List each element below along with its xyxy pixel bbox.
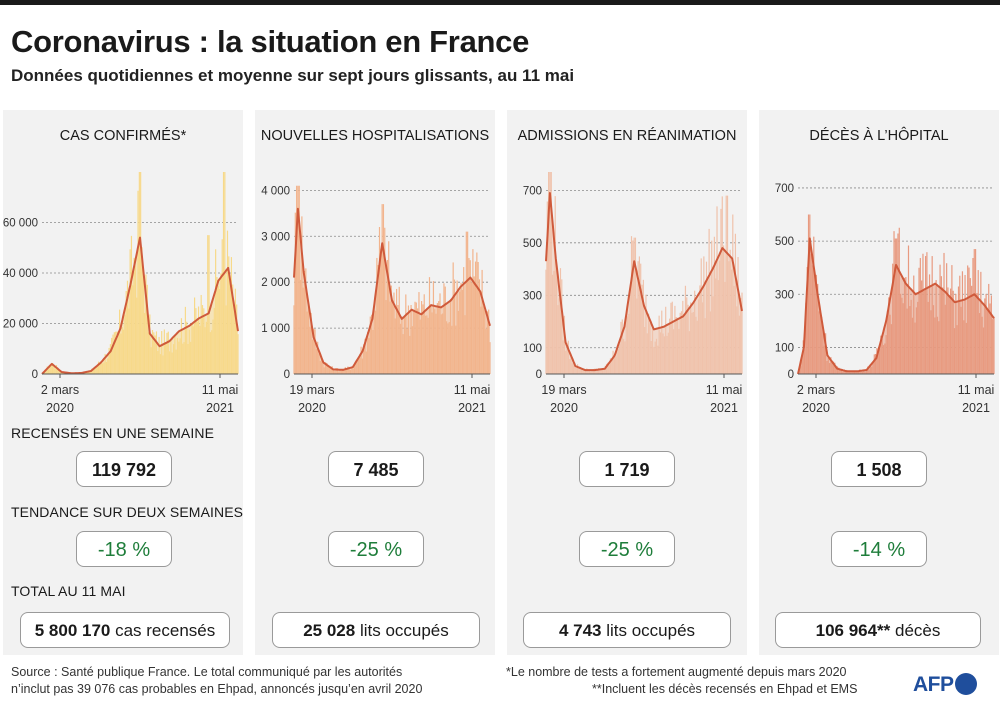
x-tick-label-reanimation-0-line2: 2020 [550, 401, 578, 415]
y-tick-label-deaths-4: 700 [775, 183, 794, 195]
total-unit-cases: cas recensés [110, 621, 216, 640]
trend-value-deaths: -14 % [852, 539, 906, 561]
total-unit-deaths: décès [890, 621, 941, 640]
chart-cases: 0 20 000 40 000 60 000 2 mars 2020 11 mai 2021 [3, 172, 239, 415]
series-line-deaths [797, 237, 995, 375]
series-line-reanimation [545, 192, 743, 372]
weekly-box-hospitalisations: 7 485 [328, 451, 424, 487]
area-fill-hospitalisations [294, 208, 490, 374]
x-tick-label-deaths-0-line2: 2020 [802, 401, 830, 415]
total-unit-hospitalisations: lits occupés [355, 621, 449, 640]
label-trend: TENDANCE SUR DEUX SEMAINES [11, 504, 244, 520]
weekly-box-deaths: 1 508 [831, 451, 927, 487]
y-tick-label-reanimation-4: 700 [523, 185, 542, 197]
x-tick-label-deaths-1-line1: 11 mai [958, 383, 995, 397]
chart-reanimation: 0 100 300 500 700 19 mars 2020 11 mai 2021 [523, 172, 743, 415]
panel-title-deaths: DÉCÈS À L’HÔPITAL [809, 128, 949, 144]
total-box-cases: 5 800 170 cas recensés [20, 612, 230, 648]
y-tick-label-reanimation-2: 300 [523, 290, 542, 302]
footnotes: *Le nombre de tests a fortement augmenté… [506, 664, 857, 698]
x-tick-label-reanimation-1-line2: 2021 [710, 401, 738, 415]
weekly-box-cases: 119 792 [76, 451, 172, 487]
x-tick-label-reanimation-0-line1: 19 mars [541, 383, 586, 397]
y-tick-label-hospitalisations-3: 3 000 [261, 231, 290, 243]
x-tick-label-hospitalisations-0-line1: 19 mars [289, 383, 334, 397]
total-value-reanimation: 4 743 [558, 621, 602, 640]
weekly-value-reanimation: 1 719 [604, 460, 650, 480]
trend-box-cases: -18 % [76, 531, 172, 567]
trend-value-cases: -18 % [97, 539, 151, 561]
source-line-2: n’inclut pas 39 076 cas probables en Ehp… [11, 682, 423, 696]
footnote-ehpad: **Incluent les décès recensés en Ehpad e… [592, 682, 858, 696]
y-tick-label-cases-2: 40 000 [3, 268, 38, 280]
footnote-tests: *Le nombre de tests a fortement augmenté… [506, 665, 847, 679]
x-tick-label-reanimation-1-line1: 11 mai [706, 383, 743, 397]
trend-value-hospitalisations: -25 % [349, 539, 403, 561]
x-tick-label-cases-1-line2: 2021 [206, 401, 234, 415]
x-tick-label-cases-0-line2: 2020 [46, 401, 74, 415]
area-fill-cases [42, 237, 238, 374]
weekly-value-hospitalisations: 7 485 [353, 460, 399, 480]
weekly-value-deaths: 1 508 [856, 460, 902, 480]
series-line-hospitalisations [293, 207, 491, 371]
x-tick-label-hospitalisations-1-line2: 2021 [458, 401, 486, 415]
trend-box-reanimation: -25 % [579, 531, 675, 567]
afp-logo: AFP [913, 673, 977, 697]
total-value-cases: 5 800 170 [34, 621, 111, 640]
y-tick-label-deaths-3: 500 [775, 236, 794, 248]
total-unit-reanimation: lits occupés [601, 621, 696, 640]
total-value-hospitalisations: 25 028 [303, 621, 356, 640]
x-tick-label-cases-1-line1: 11 mai [202, 383, 239, 397]
panel-title-reanimation: ADMISSIONS EN RÉANIMATION [517, 128, 737, 144]
x-tick-label-cases-0-line1: 2 mars [41, 383, 79, 397]
y-tick-label-deaths-1: 100 [775, 342, 794, 354]
x-tick-label-hospitalisations-1-line1: 11 mai [454, 383, 491, 397]
label-weekly: RECENSÉS EN UNE SEMAINE [11, 425, 215, 441]
y-tick-label-deaths-2: 300 [775, 289, 794, 301]
y-tick-label-hospitalisations-2: 2 000 [261, 277, 290, 289]
y-tick-label-reanimation-3: 500 [523, 238, 542, 250]
label-total: TOTAL AU 11 MAI [11, 583, 126, 599]
weekly-value-cases: 119 792 [91, 460, 157, 480]
trend-value-reanimation: -25 % [600, 539, 654, 561]
panel-title-cases: CAS CONFIRMÉS* [59, 128, 187, 144]
total-value-deaths: 106 964** [815, 621, 891, 640]
y-tick-label-cases-0: 0 [32, 369, 38, 381]
x-tick-label-deaths-0-line1: 2 mars [797, 383, 835, 397]
trend-box-hospitalisations: -25 % [328, 531, 424, 567]
y-tick-label-deaths-0: 0 [788, 369, 794, 381]
afp-logo-dot [954, 673, 977, 695]
y-tick-label-hospitalisations-4: 4 000 [261, 185, 290, 197]
x-tick-label-hospitalisations-0-line2: 2020 [298, 401, 326, 415]
source-note: Source : Santé publique France. Le total… [11, 664, 422, 698]
panel-title-hospitalisations: NOUVELLES HOSPITALISATIONS [260, 128, 490, 144]
y-tick-label-cases-3: 60 000 [3, 218, 38, 230]
page-subtitle: Données quotidiennes et moyenne sur sept… [11, 66, 575, 85]
area-fill-reanimation [546, 193, 742, 374]
total-box-hospitalisations: 25 028 lits occupés [272, 612, 480, 648]
y-tick-label-reanimation-1: 100 [523, 343, 542, 355]
y-tick-label-reanimation-0: 0 [536, 369, 542, 381]
y-tick-label-hospitalisations-0: 0 [284, 369, 290, 381]
series-line-cases [41, 236, 239, 375]
x-tick-label-deaths-1-line2: 2021 [962, 401, 990, 415]
total-box-reanimation: 4 743 lits occupés [523, 612, 731, 648]
y-tick-label-hospitalisations-1: 1 000 [261, 323, 290, 335]
top-rule [0, 0, 1000, 5]
area-fill-deaths [798, 238, 994, 374]
source-line-1: Source : Santé publique France. Le total… [11, 665, 403, 679]
total-box-deaths: 106 964** décès [775, 612, 981, 648]
weekly-box-reanimation: 1 719 [579, 451, 675, 487]
y-tick-label-cases-1: 20 000 [3, 319, 38, 331]
chart-deaths: 0 100 300 500 700 2 mars 2020 11 mai 2021 [775, 183, 995, 415]
page-title: Coronavirus : la situation en France [11, 24, 530, 59]
chart-hospitalisations: 0 1 000 2 000 3 000 4 000 19 mars 2020 11 mai 20… [261, 185, 491, 415]
afp-logo-text: AFP [913, 673, 954, 696]
trend-box-deaths: -14 % [831, 531, 927, 567]
